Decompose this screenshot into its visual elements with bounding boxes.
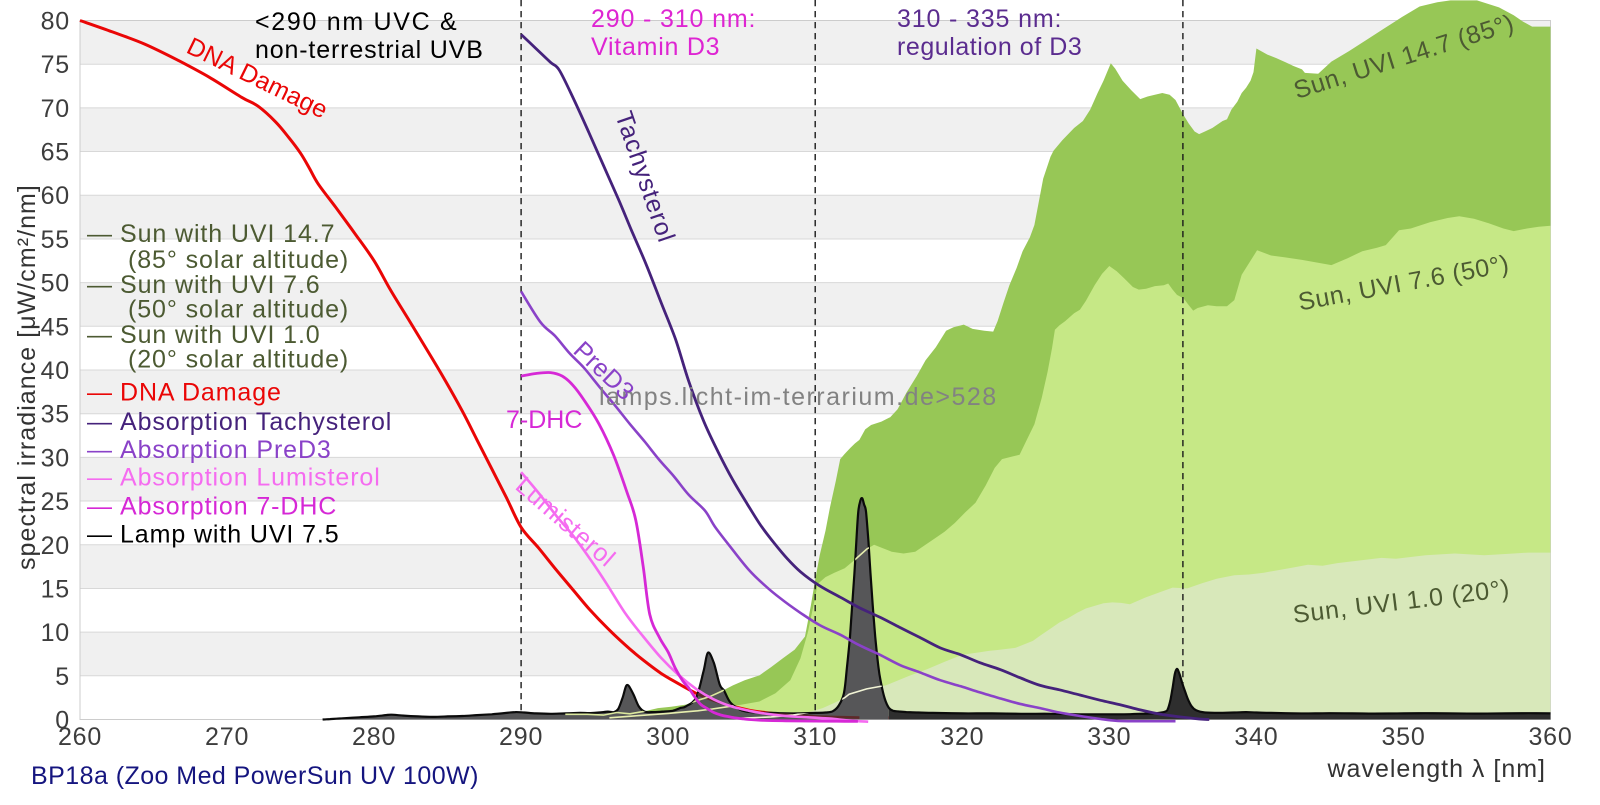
svg-text:(85° solar altitude): (85° solar altitude) [128, 246, 349, 274]
svg-text:80: 80 [41, 8, 70, 36]
svg-text:30: 30 [41, 444, 70, 472]
svg-text:350: 350 [1381, 723, 1425, 751]
svg-text:—: — [87, 463, 113, 491]
svg-text:spectral irradiance [μW/cm²/nm: spectral irradiance [μW/cm²/nm] [13, 184, 41, 570]
svg-text:non-terrestrial UVB: non-terrestrial UVB [255, 36, 484, 64]
svg-text:300: 300 [646, 723, 690, 751]
svg-text:regulation of D3: regulation of D3 [897, 33, 1082, 61]
svg-text:<290 nm UVC &: <290 nm UVC & [255, 8, 458, 36]
svg-text:330: 330 [1087, 723, 1131, 751]
svg-text:35: 35 [41, 401, 70, 429]
svg-text:Absorption Lumisterol: Absorption Lumisterol [120, 463, 381, 491]
svg-text:340: 340 [1234, 723, 1278, 751]
svg-text:55: 55 [41, 226, 70, 254]
svg-text:290 - 310 nm:: 290 - 310 nm: [591, 5, 756, 33]
svg-text:0: 0 [55, 707, 70, 735]
svg-text:20: 20 [41, 532, 70, 560]
svg-text:Sun with UVI 1.0: Sun with UVI 1.0 [120, 321, 321, 349]
svg-text:360: 360 [1528, 723, 1572, 751]
svg-text:270: 270 [205, 723, 249, 751]
svg-text:wavelength λ [nm]: wavelength λ [nm] [1327, 755, 1547, 783]
svg-text:Sun with UVI 14.7: Sun with UVI 14.7 [120, 220, 335, 248]
svg-text:320: 320 [940, 723, 984, 751]
svg-text:—: — [87, 220, 113, 248]
svg-text:75: 75 [41, 51, 70, 79]
svg-text:Vitamin D3: Vitamin D3 [591, 33, 720, 61]
svg-text:65: 65 [41, 139, 70, 167]
svg-text:45: 45 [41, 313, 70, 341]
svg-text:50: 50 [41, 270, 70, 298]
svg-text:(20° solar altitude): (20° solar altitude) [128, 345, 349, 373]
svg-text:280: 280 [352, 723, 396, 751]
svg-text:60: 60 [41, 182, 70, 210]
svg-text:25: 25 [41, 488, 70, 516]
svg-text:15: 15 [41, 575, 70, 603]
svg-text:10: 10 [41, 619, 70, 647]
svg-text:Absorption PreD3: Absorption PreD3 [120, 436, 332, 464]
svg-text:lamps.licht-im-terrarium.de>52: lamps.licht-im-terrarium.de>528 [599, 383, 998, 411]
svg-text:DNA Damage: DNA Damage [120, 379, 282, 407]
svg-text:310: 310 [793, 723, 837, 751]
svg-text:—: — [87, 271, 113, 299]
svg-text:260: 260 [58, 723, 102, 751]
svg-text:(50° solar altitude): (50° solar altitude) [128, 295, 349, 323]
svg-text:Lamp with UVI 7.5: Lamp with UVI 7.5 [120, 521, 340, 549]
svg-text:7-DHC: 7-DHC [506, 406, 582, 434]
svg-text:—: — [87, 408, 113, 436]
svg-text:—: — [87, 436, 113, 464]
svg-text:5: 5 [55, 663, 70, 691]
svg-text:70: 70 [41, 95, 70, 123]
svg-text:—: — [87, 379, 113, 407]
svg-text:—: — [87, 521, 113, 549]
svg-text:290: 290 [499, 723, 543, 751]
svg-text:Absorption Tachysterol: Absorption Tachysterol [120, 408, 392, 436]
svg-text:BP18a (Zoo Med PowerSun UV 100: BP18a (Zoo Med PowerSun UV 100W) [31, 762, 479, 790]
svg-text:40: 40 [41, 357, 70, 385]
svg-text:—: — [87, 493, 113, 521]
svg-text:—: — [87, 321, 113, 349]
svg-text:310 - 335 nm:: 310 - 335 nm: [897, 5, 1062, 33]
svg-text:Sun with UVI 7.6: Sun with UVI 7.6 [120, 271, 321, 299]
svg-text:Absorption 7-DHC: Absorption 7-DHC [120, 493, 337, 521]
